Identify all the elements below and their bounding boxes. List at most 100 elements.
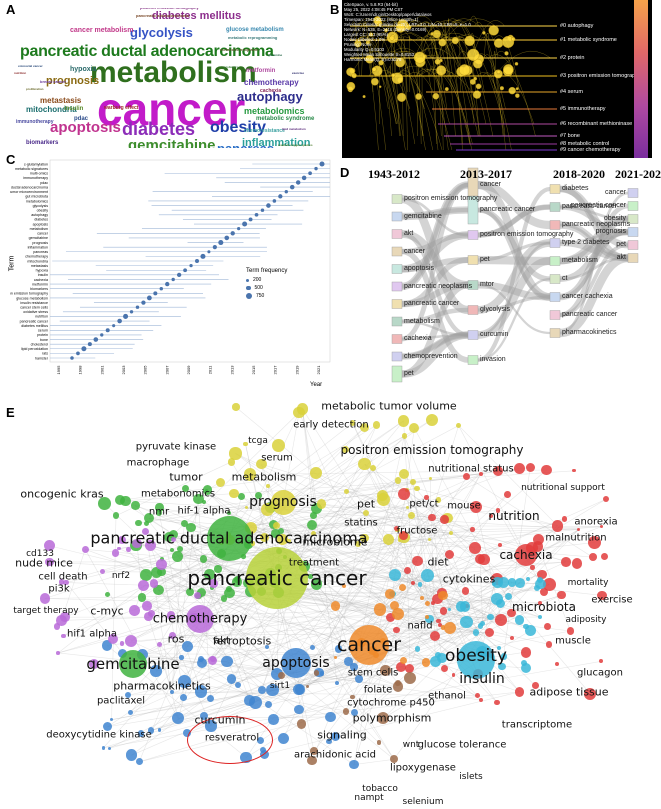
network-edge [278,592,395,760]
wordcloud-term: diabetes [122,119,196,139]
network-node [88,658,100,670]
network-edge [388,539,439,622]
network-node [399,531,408,540]
cluster-label: #1 metabolic syndrome [560,37,617,43]
theme-node [627,253,639,263]
term-label: protein [37,333,48,337]
network-node [523,623,529,630]
network-label: hif1 alpha [67,628,117,640]
network-label: fructose [396,525,438,537]
network-edge [403,612,512,661]
network-label: chemotherapy [152,611,248,627]
network-node [392,680,404,692]
theme-node [391,316,403,327]
term-label: apoptosis [33,222,49,226]
network-node [436,618,441,624]
network-node [232,577,242,588]
network-label: gemcitabine [86,655,180,673]
network-node [196,657,208,669]
network-node [193,493,204,505]
network-edge [85,549,179,719]
network-node [179,655,184,660]
network-node [124,634,138,648]
network-edge [313,533,443,659]
theme-node [549,274,561,284]
network-node [425,614,434,623]
network-node [531,682,539,689]
network-edge [212,659,481,701]
network-edge [161,559,185,698]
theme-node [467,330,479,340]
network-node [498,662,506,670]
flow [559,223,629,260]
network-node [112,512,120,520]
network-edge [416,488,558,526]
network-label: tobacco [362,784,398,794]
network-label: insulin [459,671,505,687]
network-edge [283,474,404,739]
flow [559,239,629,262]
network-node [599,525,604,529]
network-label: pancreatic ductal adenocarcinoma [90,528,368,548]
term-label: c-glutamylation [24,162,48,166]
term-label: inflammation [28,245,48,249]
network-node [520,646,532,658]
network-node [81,545,89,553]
network-node [250,541,256,546]
citespace-header-line: WoS: C:\Users\dr.gin\Desktop\paper\data\… [344,12,432,17]
network-label: adiposity [565,615,607,625]
term-point [242,221,248,227]
network-node [157,728,162,732]
theme-label: diabetes [562,185,589,192]
network-label: signaling [317,728,367,742]
legend-label: 500 [254,285,263,291]
network-edge [210,515,314,727]
network-edge [273,524,531,631]
network-label: cachexia [499,548,553,562]
wordcloud-term: metabolic neoplasm [220,47,259,52]
network-node [170,536,177,543]
network-node [421,569,435,583]
network-edge [130,640,269,705]
network-node [383,534,394,546]
network-node [135,758,143,766]
network-label: transcriptome [501,719,573,731]
theme-node [549,292,561,302]
network-node [115,495,126,506]
term-label: bone [40,338,48,342]
theme-node [467,355,479,365]
term-point [248,217,253,222]
network-edge [158,589,278,674]
flow [401,257,469,307]
network-edge [335,621,467,737]
network-label: resveratrol [204,732,260,744]
flow [559,205,629,221]
network-edge [532,529,580,568]
network-edge [142,597,278,675]
network-label: positron emission tomography [340,443,524,457]
network-label: early detection [293,419,369,431]
term-point [289,184,295,190]
flow [401,320,469,337]
flow [477,204,551,238]
network-node [507,578,517,587]
network-node [45,557,55,567]
network-node [194,592,202,600]
flow [401,194,469,315]
network-edge [466,476,593,558]
network-node [138,593,147,602]
network-edge [198,499,211,699]
term-point [70,356,74,360]
term-point [200,253,206,259]
network-node [326,738,332,745]
network-edge [261,463,473,530]
network-node [393,626,400,633]
term-point [237,227,241,231]
wordcloud-term: metabolomics [244,106,305,116]
citespace-header-line: Nodes Labeled: 1.0% [344,37,386,42]
network-edge [130,598,225,642]
network-node [176,545,183,552]
network-node [495,614,508,627]
theme-node [391,194,403,204]
network-node [319,671,325,676]
